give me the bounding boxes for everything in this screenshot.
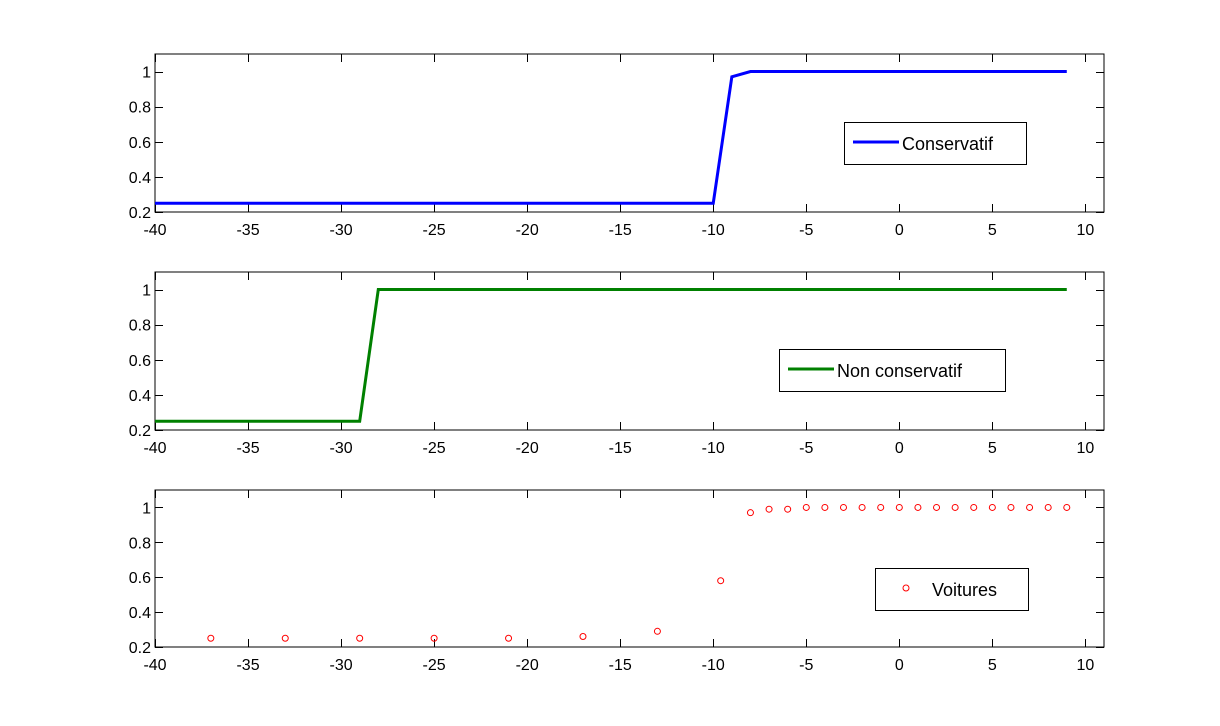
- x-tick-label: 10: [1076, 657, 1094, 674]
- x-tick-label: -35: [236, 222, 259, 239]
- data-point: [802, 503, 810, 511]
- data-point: [784, 505, 792, 513]
- x-tick-label: -20: [516, 222, 539, 239]
- x-tick-label: -40: [143, 657, 166, 674]
- data-point: [858, 503, 866, 511]
- x-tick-label: 5: [988, 222, 997, 239]
- data-point: [746, 509, 754, 517]
- series-line-2: [155, 288, 1067, 423]
- data-point: [579, 633, 587, 641]
- x-tick-label: -15: [609, 657, 632, 674]
- data-point: [1044, 503, 1052, 511]
- y-tick-label: 0.4: [129, 388, 151, 405]
- data-point: [970, 503, 978, 511]
- data-point: [281, 634, 289, 642]
- legend-label: Non conservatif: [837, 361, 963, 381]
- x-tick-label: -15: [609, 440, 632, 457]
- x-tick-label: -35: [236, 657, 259, 674]
- x-tick-label: 10: [1076, 440, 1094, 457]
- data-point: [1063, 503, 1071, 511]
- x-tick-label: -5: [799, 222, 813, 239]
- y-tick-label: 1: [142, 65, 151, 82]
- data-point: [933, 503, 941, 511]
- x-tick-label: -30: [330, 657, 353, 674]
- subplot-3: -40 -35 -30 -25 -20 -15 -10 -5 0 5 10 0.2 0.4 0.6 0.8 1…: [129, 489, 1105, 674]
- y-tick-label: 0.2: [129, 205, 151, 222]
- x-tick-label: -35: [236, 440, 259, 457]
- x-tick-label: 5: [988, 440, 997, 457]
- data-point: [988, 503, 996, 511]
- data-point: [839, 503, 847, 511]
- x-tick-label: -20: [516, 440, 539, 457]
- data-point: [877, 503, 885, 511]
- data-point: [821, 503, 829, 511]
- x-tick-label: 0: [895, 222, 904, 239]
- data-point: [1026, 503, 1034, 511]
- y-tick-label: 1: [142, 500, 151, 517]
- data-point: [505, 634, 513, 642]
- y-tick-label: 0.8: [129, 535, 151, 552]
- data-point: [895, 503, 903, 511]
- data-point: [653, 627, 661, 635]
- x-tick-label: -5: [799, 657, 813, 674]
- data-point: [430, 634, 438, 642]
- x-tick-label: -25: [423, 440, 446, 457]
- y-tick-label: 0.6: [129, 135, 151, 152]
- x-tick-label: -25: [423, 657, 446, 674]
- x-tick-label: 0: [895, 657, 904, 674]
- legend-box: [779, 349, 1006, 392]
- data-point: [951, 503, 959, 511]
- y-tick-label: 0.2: [129, 640, 151, 657]
- x-tick-label: -25: [423, 222, 446, 239]
- data-point: [207, 634, 215, 642]
- legend-label: Voitures: [932, 580, 997, 600]
- y-tick-label: 0.6: [129, 353, 151, 370]
- legend-3: Voitures: [875, 568, 1029, 611]
- x-tick-label: -10: [702, 440, 725, 457]
- legend-label: Conservatif: [902, 134, 994, 154]
- x-tick-label: -30: [330, 222, 353, 239]
- legend-1: Conservatif: [844, 122, 1027, 165]
- x-tick-label: -15: [609, 222, 632, 239]
- data-point: [765, 505, 773, 513]
- x-tick-label: 5: [988, 657, 997, 674]
- x-tick-label: -20: [516, 657, 539, 674]
- x-tick-label: -5: [799, 440, 813, 457]
- y-tick-label: 0.8: [129, 100, 151, 117]
- x-tick-label: 0: [895, 440, 904, 457]
- y-tick-label: 1: [142, 283, 151, 300]
- y-tick-label: 0.2: [129, 423, 151, 440]
- x-tick-label: -40: [143, 222, 166, 239]
- y-tick-label: 0.8: [129, 318, 151, 335]
- x-tick-label: -10: [702, 222, 725, 239]
- y-tick-label: 0.6: [129, 570, 151, 587]
- y-tick-label: 0.4: [129, 605, 151, 622]
- series-line-1: [155, 70, 1067, 205]
- legend-marker: [902, 584, 910, 592]
- legend-2: Non conservatif: [779, 349, 1006, 392]
- y-tick-label: 0.4: [129, 170, 151, 187]
- data-point: [717, 577, 725, 585]
- legend-box: [875, 568, 1029, 611]
- data-point: [356, 634, 364, 642]
- x-tick-label: -30: [330, 440, 353, 457]
- x-tick-label: 10: [1076, 222, 1094, 239]
- subplot-1: -40 -35 -30 -25 -20 -15 -10 -5 0 5 10 0.2 0.4 0.6 0.8 1…: [129, 53, 1105, 239]
- x-tick-label: -10: [702, 657, 725, 674]
- data-point: [914, 503, 922, 511]
- subplot-2: -40 -35 -30 -25 -20 -15 -10 -5 0 5 10 0.2 0.4 0.6 0.8 1…: [129, 271, 1105, 457]
- data-point: [1007, 503, 1015, 511]
- x-tick-label: -40: [143, 440, 166, 457]
